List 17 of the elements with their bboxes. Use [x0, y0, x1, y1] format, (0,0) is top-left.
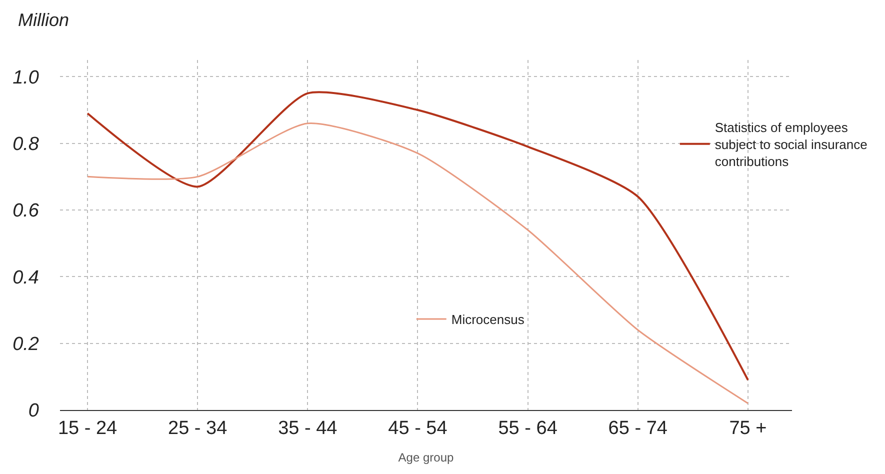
x-tick-label: 55 - 64	[498, 418, 558, 439]
y-tick-label: 0.4	[12, 267, 39, 288]
y-tick-label: 0.8	[12, 134, 40, 155]
x-tick-label: 75 +	[729, 418, 767, 439]
y-tick-label: 0.2	[12, 334, 40, 355]
x-tick-label: 35 - 44	[278, 418, 338, 439]
x-tick-label: 25 - 34	[168, 418, 228, 439]
x-tick-label: 45 - 54	[388, 418, 448, 439]
y-axis-title: Million	[18, 10, 70, 30]
legend-label: Microcensus	[451, 312, 525, 328]
x-tick-label: 15 - 24	[58, 418, 118, 439]
x-axis-title: Age group	[398, 450, 454, 465]
y-tick-label: 0	[28, 400, 40, 422]
y-tick-label: 0.6	[12, 200, 40, 222]
y-tick-label: 1.0	[12, 67, 40, 88]
x-tick-label: 65 - 74	[608, 418, 668, 439]
legend-label: Statistics of employees subject to social insurance contributions	[714, 120, 868, 169]
